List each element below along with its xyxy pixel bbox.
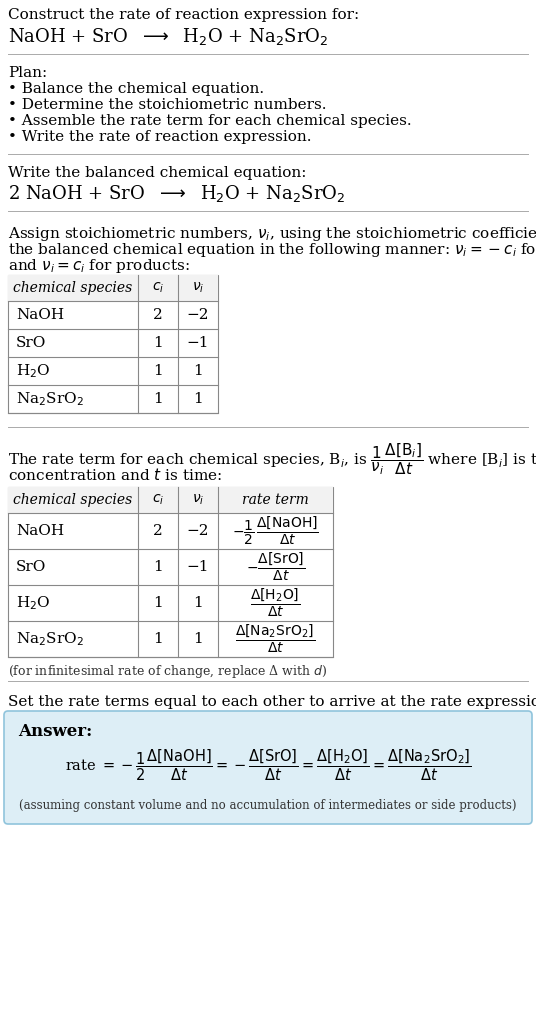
- Text: 2: 2: [153, 524, 163, 538]
- Text: • Balance the chemical equation.: • Balance the chemical equation.: [8, 82, 264, 96]
- Text: concentration and $t$ is time:: concentration and $t$ is time:: [8, 467, 222, 483]
- Bar: [8, 487, 333, 657]
- Text: SrO: SrO: [16, 560, 47, 574]
- Text: Plan:: Plan:: [8, 66, 47, 80]
- Text: −2: −2: [187, 524, 209, 538]
- Text: NaOH: NaOH: [16, 524, 64, 538]
- Text: 1: 1: [193, 632, 203, 646]
- Text: 1: 1: [153, 596, 163, 610]
- Text: $c_i$: $c_i$: [152, 281, 164, 295]
- Text: $\nu_i$: $\nu_i$: [192, 493, 204, 507]
- Text: H$_2$O: H$_2$O: [16, 362, 50, 380]
- Text: 1: 1: [193, 596, 203, 610]
- Text: chemical species: chemical species: [13, 281, 132, 295]
- Text: −1: −1: [187, 560, 209, 574]
- Text: the balanced chemical equation in the following manner: $\nu_i = -c_i$ for react: the balanced chemical equation in the fo…: [8, 241, 536, 259]
- Text: SrO: SrO: [16, 336, 47, 350]
- Text: 1: 1: [193, 364, 203, 378]
- Text: $-\dfrac{1}{2}\,\dfrac{\Delta[\mathrm{NaOH}]}{\Delta t}$: $-\dfrac{1}{2}\,\dfrac{\Delta[\mathrm{Na…: [232, 515, 319, 548]
- Text: Assign stoichiometric numbers, $\nu_i$, using the stoichiometric coefficients, $: Assign stoichiometric numbers, $\nu_i$, …: [8, 225, 536, 243]
- Text: H$_2$O: H$_2$O: [16, 594, 50, 611]
- Text: 1: 1: [153, 364, 163, 378]
- Text: Na$_2$SrO$_2$: Na$_2$SrO$_2$: [16, 630, 84, 648]
- Text: $c_i$: $c_i$: [152, 493, 164, 507]
- Text: chemical species: chemical species: [13, 493, 132, 507]
- Text: (for infinitesimal rate of change, replace Δ with $d$): (for infinitesimal rate of change, repla…: [8, 663, 327, 680]
- Text: NaOH: NaOH: [16, 308, 64, 322]
- Text: Na$_2$SrO$_2$: Na$_2$SrO$_2$: [16, 390, 84, 408]
- Text: Answer:: Answer:: [18, 723, 92, 740]
- Text: 1: 1: [153, 336, 163, 350]
- Text: $-\dfrac{\Delta[\mathrm{SrO}]}{\Delta t}$: $-\dfrac{\Delta[\mathrm{SrO}]}{\Delta t}…: [246, 551, 305, 583]
- Text: −1: −1: [187, 336, 209, 350]
- Text: Set the rate terms equal to each other to arrive at the rate expression:: Set the rate terms equal to each other t…: [8, 695, 536, 709]
- Text: $\dfrac{\Delta[\mathrm{H_2O}]}{\Delta t}$: $\dfrac{\Delta[\mathrm{H_2O}]}{\Delta t}…: [250, 587, 301, 620]
- Text: (assuming constant volume and no accumulation of intermediates or side products): (assuming constant volume and no accumul…: [19, 799, 517, 812]
- Text: −2: −2: [187, 308, 209, 322]
- Text: The rate term for each chemical species, B$_i$, is $\dfrac{1}{\nu_i}\dfrac{\Delt: The rate term for each chemical species,…: [8, 441, 536, 477]
- Text: $\nu_i$: $\nu_i$: [192, 281, 204, 295]
- Text: rate term: rate term: [242, 493, 309, 507]
- Text: 1: 1: [153, 632, 163, 646]
- Text: 1: 1: [193, 392, 203, 406]
- Bar: [8, 275, 218, 413]
- Text: 2: 2: [153, 308, 163, 322]
- Bar: [8, 487, 333, 513]
- Text: • Write the rate of reaction expression.: • Write the rate of reaction expression.: [8, 130, 311, 144]
- Text: • Determine the stoichiometric numbers.: • Determine the stoichiometric numbers.: [8, 98, 326, 112]
- Text: 1: 1: [153, 560, 163, 574]
- Text: $\dfrac{\Delta[\mathrm{Na_2SrO_2}]}{\Delta t}$: $\dfrac{\Delta[\mathrm{Na_2SrO_2}]}{\Del…: [235, 623, 316, 655]
- Text: Write the balanced chemical equation:: Write the balanced chemical equation:: [8, 166, 307, 180]
- Text: 1: 1: [153, 392, 163, 406]
- Text: • Assemble the rate term for each chemical species.: • Assemble the rate term for each chemic…: [8, 114, 412, 128]
- Text: Construct the rate of reaction expression for:: Construct the rate of reaction expressio…: [8, 8, 359, 22]
- Text: rate $= -\dfrac{1}{2}\dfrac{\Delta[\mathrm{NaOH}]}{\Delta t} = -\dfrac{\Delta[\m: rate $= -\dfrac{1}{2}\dfrac{\Delta[\math…: [65, 747, 471, 783]
- FancyBboxPatch shape: [4, 711, 532, 824]
- Text: 2 NaOH + SrO  $\longrightarrow$  H$_2$O + Na$_2$SrO$_2$: 2 NaOH + SrO $\longrightarrow$ H$_2$O + …: [8, 183, 346, 204]
- Bar: [8, 275, 218, 301]
- Text: NaOH + SrO  $\longrightarrow$  H$_2$O + Na$_2$SrO$_2$: NaOH + SrO $\longrightarrow$ H$_2$O + Na…: [8, 26, 329, 47]
- Text: and $\nu_i = c_i$ for products:: and $\nu_i = c_i$ for products:: [8, 257, 190, 275]
